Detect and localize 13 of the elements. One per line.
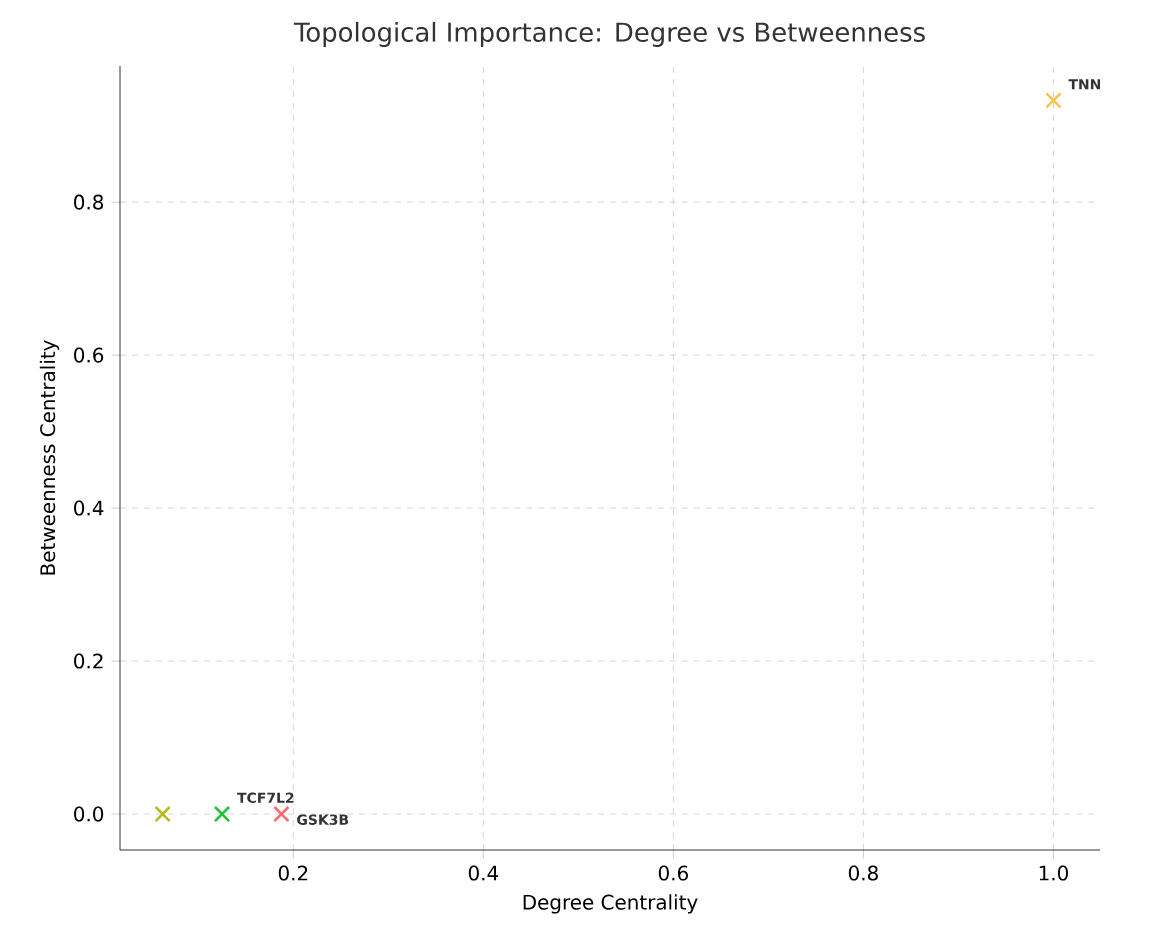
y-tick-label: 0.4 (74, 500, 104, 516)
x-tick-label: 0.6 (658, 865, 688, 881)
chart-title: Topological Importance: Degree vs Betweenness (293, 21, 925, 47)
x-tick-label: 0.8 (848, 865, 878, 881)
y-tick-label: 0.8 (74, 194, 104, 210)
y-tick-label: 0.2 (74, 653, 103, 669)
x-axis-title: Degree Centrality (523, 894, 698, 914)
x-tick-label: 1.0 (1039, 865, 1068, 881)
y-tick-label: 0.6 (74, 347, 104, 363)
y-axis-title: Betweenness Centrality (39, 340, 60, 575)
x-tick-label: 0.4 (468, 865, 499, 881)
x-tick-label: 0.2 (278, 865, 308, 881)
y-tick-label: 0.0 (74, 806, 104, 822)
